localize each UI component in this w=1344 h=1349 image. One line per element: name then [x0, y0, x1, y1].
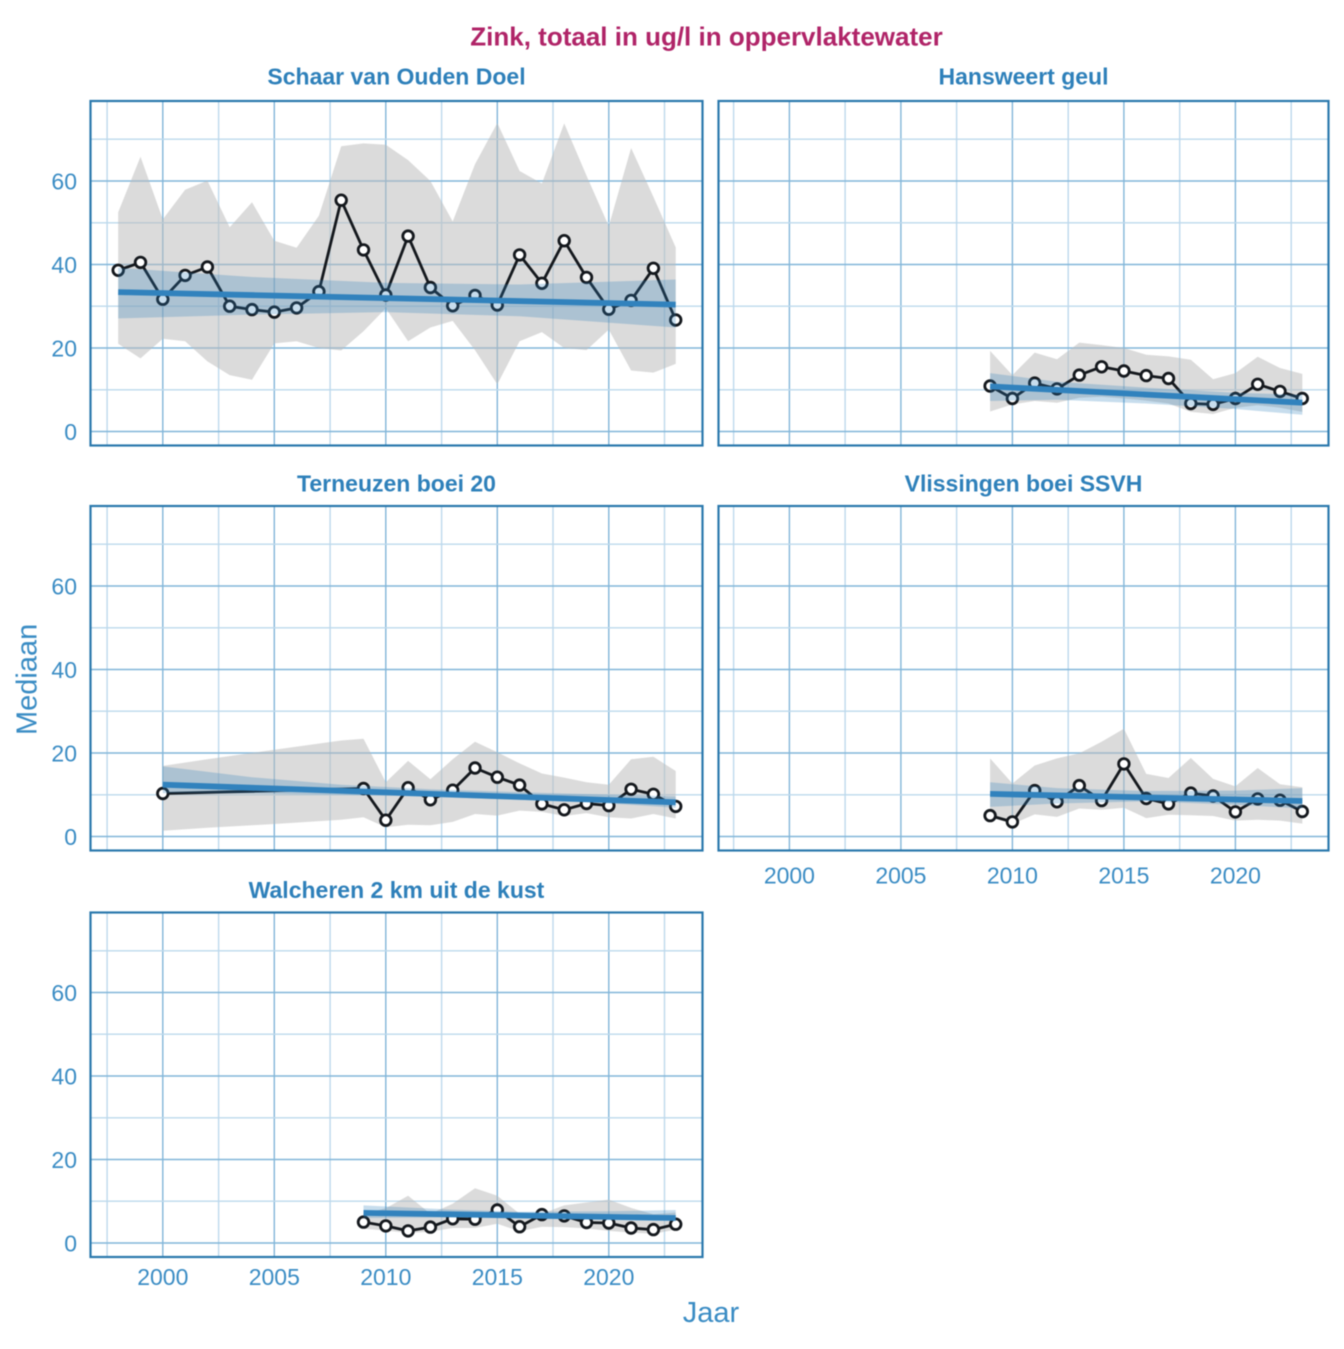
svg-text:2020: 2020	[583, 1264, 634, 1290]
svg-text:0: 0	[64, 1230, 77, 1256]
svg-text:60: 60	[51, 573, 77, 599]
svg-text:0: 0	[64, 824, 77, 850]
svg-text:20: 20	[51, 740, 77, 766]
svg-text:20: 20	[51, 335, 77, 361]
svg-text:2015: 2015	[472, 1264, 523, 1290]
svg-text:2000: 2000	[137, 1264, 188, 1290]
svg-text:20: 20	[51, 1147, 77, 1173]
svg-text:2010: 2010	[987, 863, 1038, 889]
svg-text:2015: 2015	[1098, 863, 1149, 889]
svg-text:2010: 2010	[360, 1264, 411, 1290]
svg-text:Walcheren 2 km uit de kust: Walcheren 2 km uit de kust	[249, 877, 545, 903]
svg-text:60: 60	[51, 980, 77, 1006]
svg-text:2005: 2005	[875, 863, 926, 889]
svg-text:2020: 2020	[1210, 863, 1261, 889]
svg-text:40: 40	[51, 252, 77, 278]
svg-text:Terneuzen boei 20: Terneuzen boei 20	[297, 470, 496, 496]
svg-text:Vlissingen boei SSVH: Vlissingen boei SSVH	[905, 470, 1143, 496]
svg-text:40: 40	[51, 1063, 77, 1089]
svg-text:40: 40	[51, 657, 77, 683]
svg-text:60: 60	[51, 168, 77, 194]
svg-text:2000: 2000	[764, 863, 815, 889]
svg-text:Mediaan: Mediaan	[11, 624, 43, 735]
svg-text:Zink, totaal in ug/l in opperv: Zink, totaal in ug/l in oppervlaktewater	[470, 21, 942, 51]
svg-text:0: 0	[64, 419, 77, 445]
svg-text:2005: 2005	[249, 1264, 300, 1290]
svg-text:Jaar: Jaar	[683, 1297, 740, 1329]
svg-text:Hansweert geul: Hansweert geul	[939, 63, 1109, 89]
svg-text:Schaar van Ouden Doel: Schaar van Ouden Doel	[267, 63, 525, 89]
